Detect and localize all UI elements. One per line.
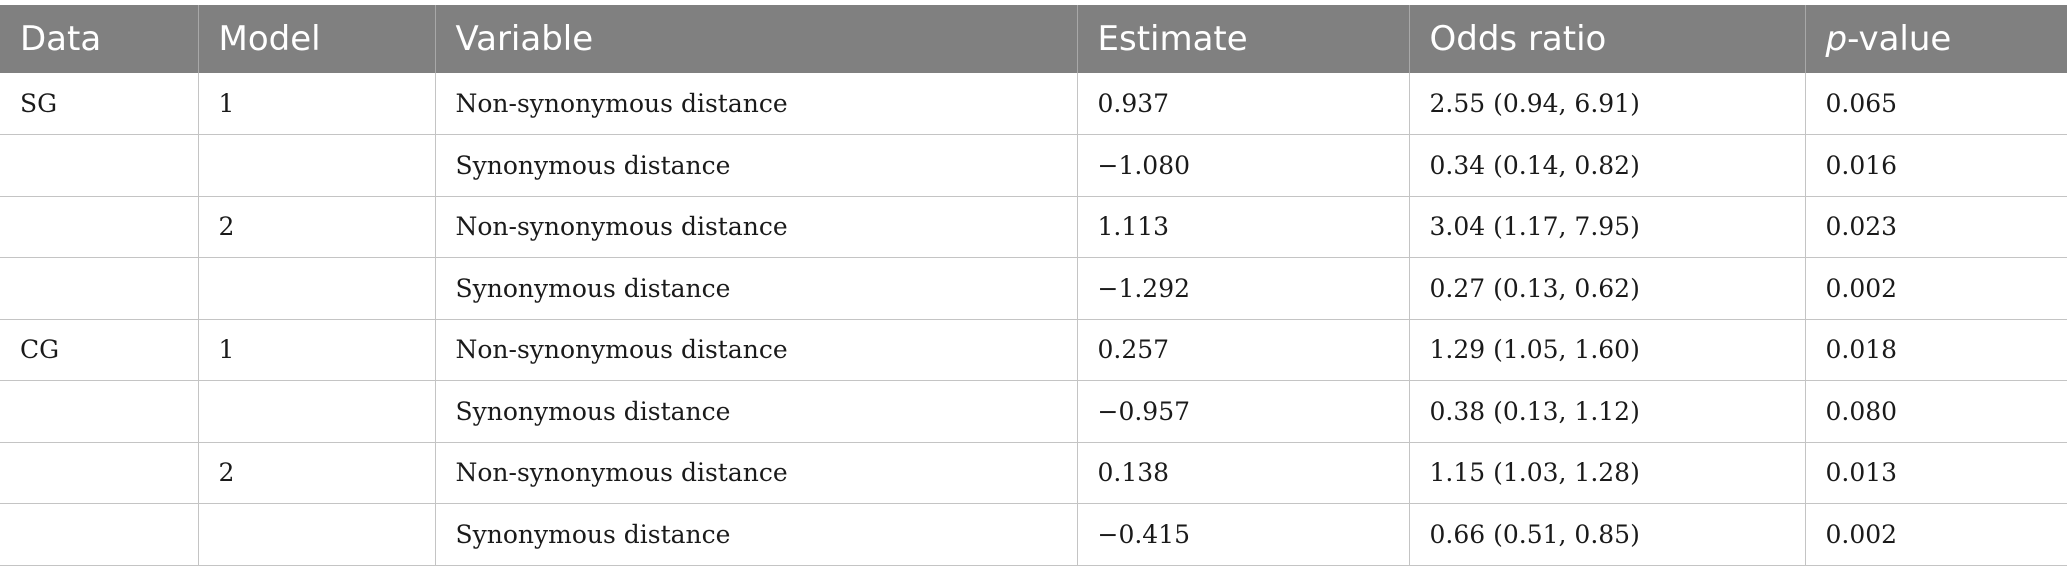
table-row: SG 1 Non-synonymous distance 0.937 2.55 …: [0, 73, 2067, 135]
cell-data: CG: [0, 319, 198, 381]
table-row: 2 Non-synonymous distance 0.138 1.15 (1.…: [0, 442, 2067, 504]
cell-p-value: 0.016: [1804, 134, 2067, 197]
cell-data: [0, 257, 198, 320]
cell-variable: Non-synonymous distance: [434, 196, 1077, 258]
cell-p-value: 0.018: [1804, 319, 2067, 381]
cell-variable: Non-synonymous distance: [434, 73, 1077, 135]
cell-data: [0, 442, 198, 504]
cell-model: [197, 257, 435, 320]
table-row: Synonymous distance −1.080 0.34 (0.14, 0…: [0, 134, 2067, 197]
cell-model: [197, 503, 435, 566]
header-p-value-suffix: -value: [1847, 19, 1952, 59]
cell-p-value: 0.023: [1804, 196, 2067, 258]
cell-estimate: 0.257: [1076, 319, 1409, 381]
cell-odds-ratio: 2.55 (0.94, 6.91): [1408, 73, 1805, 135]
header-p-value: p-value: [1804, 5, 2067, 73]
cell-variable: Synonymous distance: [434, 257, 1077, 320]
cell-model: 2: [197, 196, 435, 258]
cell-p-value: 0.080: [1804, 380, 2067, 443]
cell-model: [197, 380, 435, 443]
cell-odds-ratio: 3.04 (1.17, 7.95): [1408, 196, 1805, 258]
cell-odds-ratio: 1.15 (1.03, 1.28): [1408, 442, 1805, 504]
header-data: Data: [20, 19, 102, 59]
cell-p-value: 0.002: [1804, 257, 2067, 320]
cell-data: [0, 503, 198, 566]
cell-estimate: −1.080: [1076, 134, 1409, 197]
results-table: Data Model Variable Estimate Odds ratio …: [0, 5, 2067, 566]
cell-variable: Synonymous distance: [434, 380, 1077, 443]
cell-model: [197, 134, 435, 197]
cell-data: [0, 196, 198, 258]
cell-data: SG: [0, 73, 198, 135]
cell-odds-ratio: 0.27 (0.13, 0.62): [1408, 257, 1805, 320]
header-variable: Variable: [434, 5, 1077, 73]
table-row: 2 Non-synonymous distance 1.113 3.04 (1.…: [0, 196, 2067, 258]
cell-estimate: 0.937: [1076, 73, 1409, 135]
header-model: Model: [197, 5, 435, 73]
table-header: Data Model Variable Estimate Odds ratio …: [0, 5, 2067, 73]
results-table-container: Data Model Variable Estimate Odds ratio …: [0, 5, 2067, 566]
table-body: SG 1 Non-synonymous distance 0.937 2.55 …: [0, 73, 2067, 566]
header-estimate: Estimate: [1076, 5, 1409, 73]
cell-variable: Non-synonymous distance: [434, 319, 1077, 381]
cell-variable: Non-synonymous distance: [434, 442, 1077, 504]
cell-odds-ratio: 0.38 (0.13, 1.12): [1408, 380, 1805, 443]
cell-odds-ratio: 1.29 (1.05, 1.60): [1408, 319, 1805, 381]
cell-model: 1: [197, 73, 435, 135]
cell-data: [0, 380, 198, 443]
cell-variable: Synonymous distance: [434, 503, 1077, 566]
cell-estimate: −0.957: [1076, 380, 1409, 443]
header-row: Data Model Variable Estimate Odds ratio …: [0, 5, 2067, 73]
table-row: Synonymous distance −0.415 0.66 (0.51, 0…: [0, 503, 2067, 566]
table-row: CG 1 Non-synonymous distance 0.257 1.29 …: [0, 319, 2067, 381]
header-odds-ratio: Odds ratio: [1408, 5, 1805, 73]
cell-model: 2: [197, 442, 435, 504]
cell-odds-ratio: 0.34 (0.14, 0.82): [1408, 134, 1805, 197]
cell-data: [0, 134, 198, 197]
cell-p-value: 0.013: [1804, 442, 2067, 504]
cell-estimate: −0.415: [1076, 503, 1409, 566]
cell-variable: Synonymous distance: [434, 134, 1077, 197]
cell-p-value: 0.002: [1804, 503, 2067, 566]
header-p-value-prefix: p: [1825, 19, 1848, 59]
cell-p-value: 0.065: [1804, 73, 2067, 135]
table-row: Synonymous distance −1.292 0.27 (0.13, 0…: [0, 257, 2067, 320]
cell-estimate: 0.138: [1076, 442, 1409, 504]
cell-odds-ratio: 0.66 (0.51, 0.85): [1408, 503, 1805, 566]
cell-estimate: −1.292: [1076, 257, 1409, 320]
cell-model: 1: [197, 319, 435, 381]
table-row: Synonymous distance −0.957 0.38 (0.13, 1…: [0, 380, 2067, 443]
cell-estimate: 1.113: [1076, 196, 1409, 258]
